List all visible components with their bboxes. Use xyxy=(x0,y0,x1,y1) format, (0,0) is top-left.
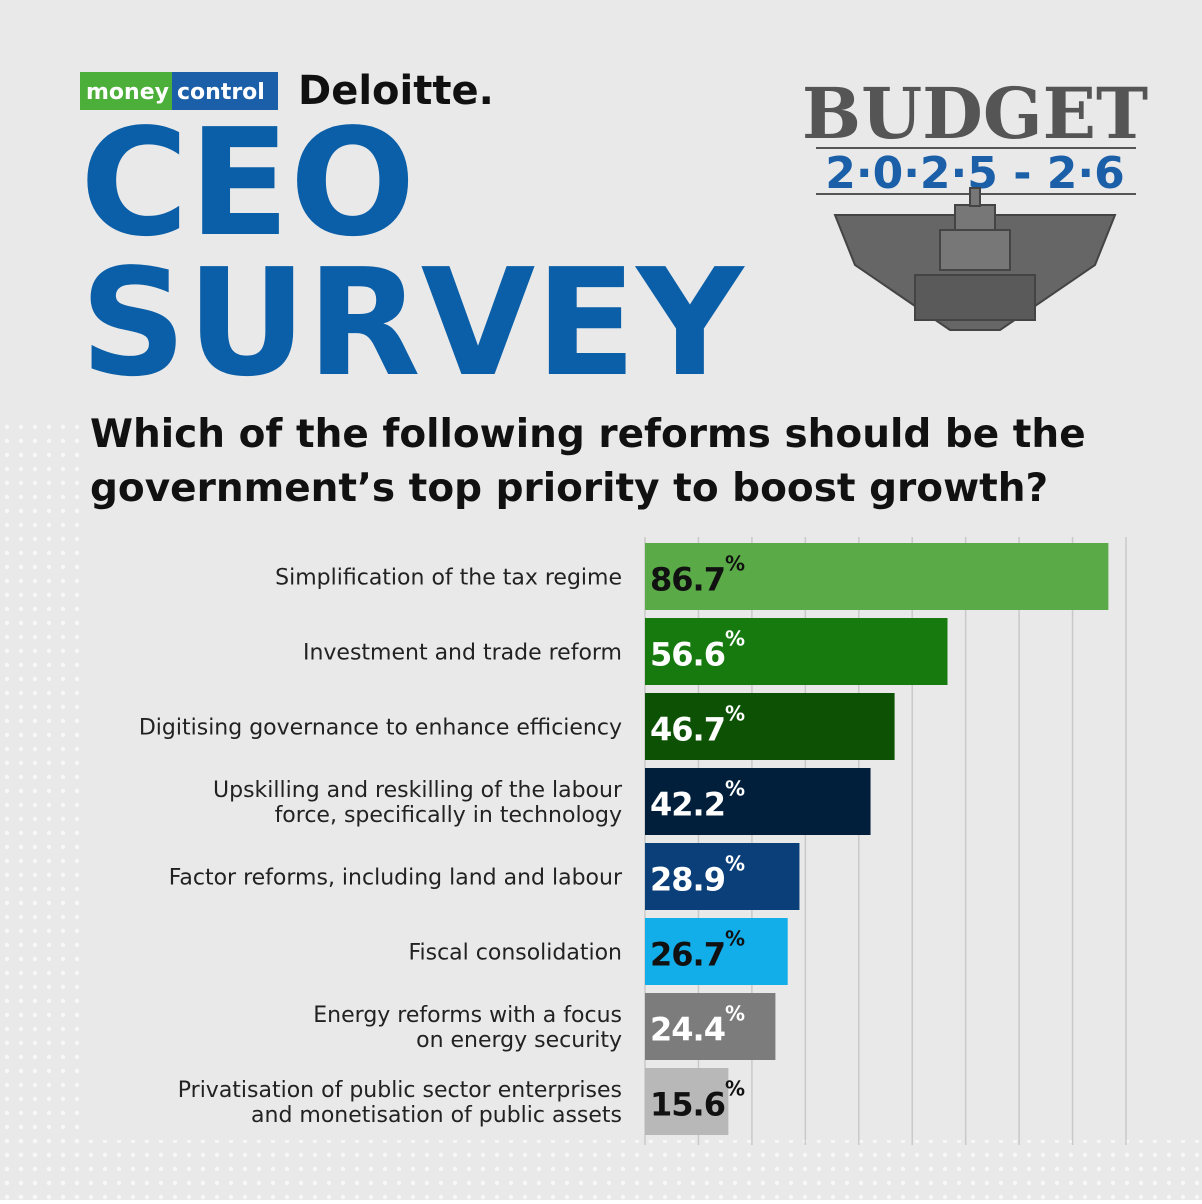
bar xyxy=(645,768,871,835)
brand: money xyxy=(86,80,169,105)
bar xyxy=(645,543,1109,610)
category-label: Simplification of the tax regime xyxy=(275,566,622,591)
bar xyxy=(645,843,800,910)
value-unit: % xyxy=(725,852,745,876)
bar xyxy=(645,993,776,1060)
value-number: 26.7 xyxy=(650,936,725,974)
category-label: Digitising governance to enhance efficie… xyxy=(139,716,622,741)
value-number: 46.7 xyxy=(650,711,725,749)
category-label: Privatisation of public sector enterpris… xyxy=(178,1078,622,1103)
chart-title: Which of the following reforms should be… xyxy=(90,412,1086,457)
dot-texture xyxy=(0,1140,1202,1200)
bar xyxy=(645,693,895,760)
value-number: 56.6 xyxy=(650,636,725,674)
dot-texture xyxy=(0,420,80,1200)
brand: Deloitte. xyxy=(298,68,494,114)
value-number: 86.7 xyxy=(650,561,725,599)
category-label: Energy reforms with a focus xyxy=(313,1003,622,1028)
category-label: and monetisation of public assets xyxy=(251,1103,622,1128)
brand: control xyxy=(177,80,265,105)
value-unit: % xyxy=(725,777,745,801)
building-icon xyxy=(833,187,1117,331)
value-number: 28.9 xyxy=(650,861,725,899)
value-unit: % xyxy=(725,1077,745,1101)
value-unit: % xyxy=(725,927,745,951)
category-label: Investment and trade reform xyxy=(303,641,622,666)
category-label: Fiscal consolidation xyxy=(408,941,622,966)
bar xyxy=(645,618,948,685)
logo-box xyxy=(172,72,278,110)
bar xyxy=(645,918,788,985)
value-number: 42.2 xyxy=(650,786,725,824)
chart-title: government’s top priority to boost growt… xyxy=(90,466,1048,511)
value-number: 15.6 xyxy=(650,1086,725,1124)
value-unit: % xyxy=(725,552,745,576)
value-label: 42.2% xyxy=(650,777,745,824)
value-label: 15.6% xyxy=(650,1077,745,1124)
value-label: 26.7% xyxy=(650,927,745,974)
value-unit: % xyxy=(725,702,745,726)
value-label: 56.6% xyxy=(650,627,745,674)
headline: CEO xyxy=(80,97,416,269)
value-label: 24.4% xyxy=(650,1002,745,1049)
headline: SURVEY xyxy=(80,237,745,409)
value-label: 28.9% xyxy=(650,852,745,899)
category-label: force, specifically in technology xyxy=(275,803,622,828)
bar xyxy=(645,1068,729,1135)
value-unit: % xyxy=(725,627,745,651)
category-label: Factor reforms, including land and labou… xyxy=(169,866,623,891)
category-label: Upskilling and reskilling of the labour xyxy=(213,778,623,803)
value-label: 46.7% xyxy=(650,702,745,749)
budget-title: BUDGET xyxy=(802,72,1148,155)
value-unit: % xyxy=(725,1002,745,1026)
value-label: 86.7% xyxy=(650,552,745,599)
value-number: 24.4 xyxy=(650,1011,725,1049)
logo-box xyxy=(80,72,172,110)
category-label: on energy security xyxy=(416,1028,622,1053)
